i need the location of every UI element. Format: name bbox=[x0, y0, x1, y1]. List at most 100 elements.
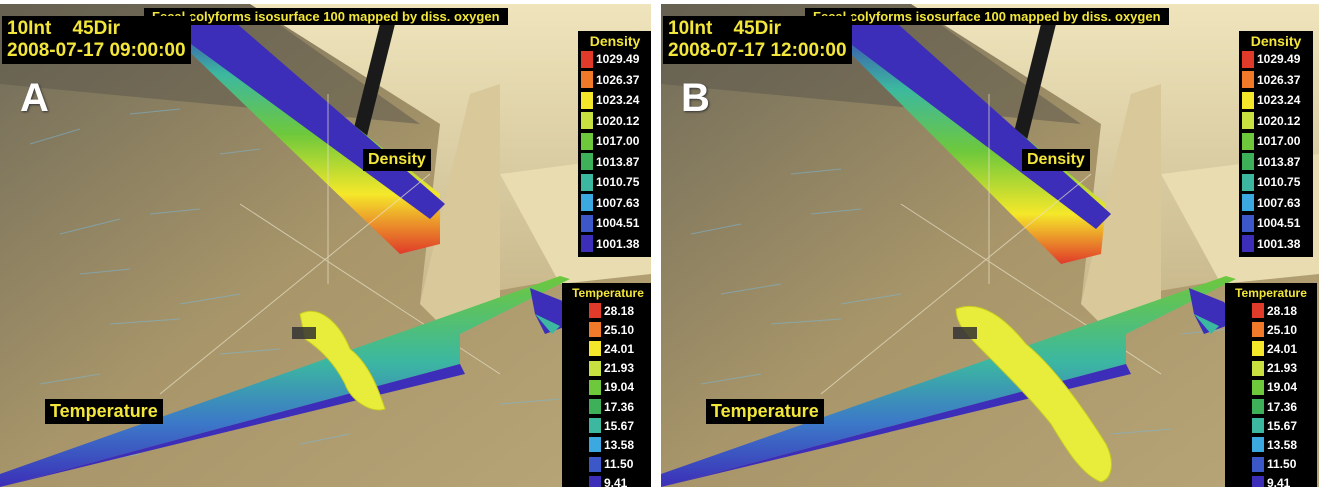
legend-row: 1001.38 bbox=[581, 234, 649, 255]
panel-b-interval-direction: 10Int 45Dir bbox=[668, 18, 781, 39]
legend-value: 15.67 bbox=[604, 418, 635, 433]
density-legend-title: Density bbox=[589, 33, 641, 49]
panel-a-temperature-tag: Temperature bbox=[45, 399, 163, 424]
swatch-9 bbox=[589, 456, 601, 472]
panel-b: Fecal colyforms isosurface 100 mapped by… bbox=[661, 4, 1319, 487]
legend-row: 1026.37 bbox=[581, 70, 649, 91]
legend-value: 13.58 bbox=[604, 437, 635, 452]
legend-value: 1020.12 bbox=[596, 113, 640, 128]
legend-value: 1026.37 bbox=[596, 72, 640, 87]
legend-row: 13.58 bbox=[1228, 435, 1314, 454]
legend-row: 24.01 bbox=[565, 339, 651, 358]
legend-value: 28.18 bbox=[1267, 303, 1298, 318]
legend-value: 19.04 bbox=[1267, 380, 1298, 395]
swatch-4 bbox=[589, 360, 601, 376]
legend-row: 1010.75 bbox=[1242, 172, 1310, 193]
swatch-8 bbox=[1252, 437, 1264, 453]
legend-value: 9.41 bbox=[1267, 476, 1291, 487]
legend-value: 15.67 bbox=[1267, 418, 1298, 433]
legend-value: 28.18 bbox=[604, 303, 635, 318]
swatch-2 bbox=[589, 322, 601, 338]
panel-b-title: Fecal colyforms isosurface 100 mapped by… bbox=[805, 8, 1169, 25]
swatch-7 bbox=[589, 418, 601, 434]
legend-row: 1004.51 bbox=[581, 213, 649, 234]
legend-value: 11.50 bbox=[604, 457, 634, 472]
swatch-5 bbox=[1242, 132, 1254, 150]
temperature-legend-title: Temperature bbox=[1235, 286, 1307, 300]
legend-row: 1029.49 bbox=[581, 49, 649, 70]
panel-a: Fecal colyforms isosurface 100 mapped by… bbox=[0, 4, 651, 487]
swatch-4 bbox=[1242, 112, 1254, 130]
legend-value: 1007.63 bbox=[596, 195, 640, 210]
swatch-6 bbox=[1242, 153, 1254, 171]
legend-value: 1029.49 bbox=[1257, 52, 1301, 67]
swatch-10 bbox=[1252, 475, 1264, 487]
legend-value: 1001.38 bbox=[596, 236, 640, 251]
swatch-5 bbox=[1252, 379, 1264, 395]
temperature-legend-title: Temperature bbox=[572, 286, 644, 300]
legend-row: 1023.24 bbox=[1242, 90, 1310, 111]
legend-row: 21.93 bbox=[1228, 359, 1314, 378]
legend-row: 1013.87 bbox=[1242, 152, 1310, 173]
panel-b-density-legend: Density 1029.49 1026.37 1023.24 1020.12 … bbox=[1239, 31, 1313, 257]
swatch-1 bbox=[589, 303, 601, 319]
legend-row: 28.18 bbox=[1228, 301, 1314, 320]
legend-row: 1023.24 bbox=[581, 90, 649, 111]
swatch-6 bbox=[581, 153, 593, 171]
legend-value: 17.36 bbox=[604, 399, 635, 414]
legend-row: 1010.75 bbox=[581, 172, 649, 193]
legend-value: 1023.24 bbox=[596, 93, 640, 108]
legend-row: 11.50 bbox=[565, 455, 651, 474]
legend-value: 1020.12 bbox=[1257, 113, 1301, 128]
legend-row: 15.67 bbox=[565, 416, 651, 435]
legend-value: 24.01 bbox=[604, 341, 635, 356]
swatch-7 bbox=[581, 173, 593, 191]
swatch-10 bbox=[589, 475, 601, 487]
swatch-9 bbox=[1252, 456, 1264, 472]
panel-b-info: 10Int 45Dir 2008-07-17 12:00:00 bbox=[663, 16, 852, 64]
legend-value: 1004.51 bbox=[596, 216, 640, 231]
legend-row: 17.36 bbox=[1228, 397, 1314, 416]
legend-value: 9.41 bbox=[604, 476, 628, 487]
swatch-2 bbox=[1242, 71, 1254, 89]
legend-row: 17.36 bbox=[565, 397, 651, 416]
legend-value: 1026.37 bbox=[1257, 72, 1301, 87]
density-legend-title: Density bbox=[1250, 33, 1302, 49]
swatch-1 bbox=[1252, 303, 1264, 319]
legend-row: 1020.12 bbox=[581, 111, 649, 132]
legend-row: 21.93 bbox=[565, 359, 651, 378]
swatch-2 bbox=[1252, 322, 1264, 338]
legend-row: 19.04 bbox=[565, 378, 651, 397]
swatch-7 bbox=[1242, 173, 1254, 191]
panel-a-density-legend: Density 1029.49 1026.37 1023.24 1020.12 … bbox=[578, 31, 651, 257]
swatch-6 bbox=[589, 399, 601, 415]
legend-value: 21.93 bbox=[604, 361, 635, 376]
legend-value: 1013.87 bbox=[596, 154, 640, 169]
panel-a-timestamp: 2008-07-17 09:00:00 bbox=[7, 40, 186, 61]
panel-a-interval-direction: 10Int 45Dir bbox=[7, 18, 120, 39]
swatch-10 bbox=[1242, 235, 1254, 253]
panel-b-temperature-legend: Temperature 28.18 25.10 24.01 21.93 19.0… bbox=[1225, 283, 1317, 487]
swatch-1 bbox=[581, 50, 593, 68]
swatch-4 bbox=[581, 112, 593, 130]
swatch-3 bbox=[581, 91, 593, 109]
legend-value: 17.36 bbox=[1267, 399, 1298, 414]
swatch-8 bbox=[581, 194, 593, 212]
swatch-10 bbox=[581, 235, 593, 253]
swatch-6 bbox=[1252, 399, 1264, 415]
legend-row: 1004.51 bbox=[1242, 213, 1310, 234]
legend-row: 1020.12 bbox=[1242, 111, 1310, 132]
legend-value: 1029.49 bbox=[596, 52, 640, 67]
legend-row: 1017.00 bbox=[581, 131, 649, 152]
panel-a-info: 10Int 45Dir 2008-07-17 09:00:00 bbox=[2, 16, 191, 64]
legend-value: 21.93 bbox=[1267, 361, 1298, 376]
swatch-5 bbox=[581, 132, 593, 150]
legend-row: 1007.63 bbox=[1242, 193, 1310, 214]
legend-row: 1026.37 bbox=[1242, 70, 1310, 91]
legend-value: 25.10 bbox=[604, 322, 635, 337]
legend-row: 1029.49 bbox=[1242, 49, 1310, 70]
legend-row: 1017.00 bbox=[1242, 131, 1310, 152]
swatch-8 bbox=[1242, 194, 1254, 212]
legend-value: 13.58 bbox=[1267, 437, 1298, 452]
legend-value: 1023.24 bbox=[1257, 93, 1301, 108]
